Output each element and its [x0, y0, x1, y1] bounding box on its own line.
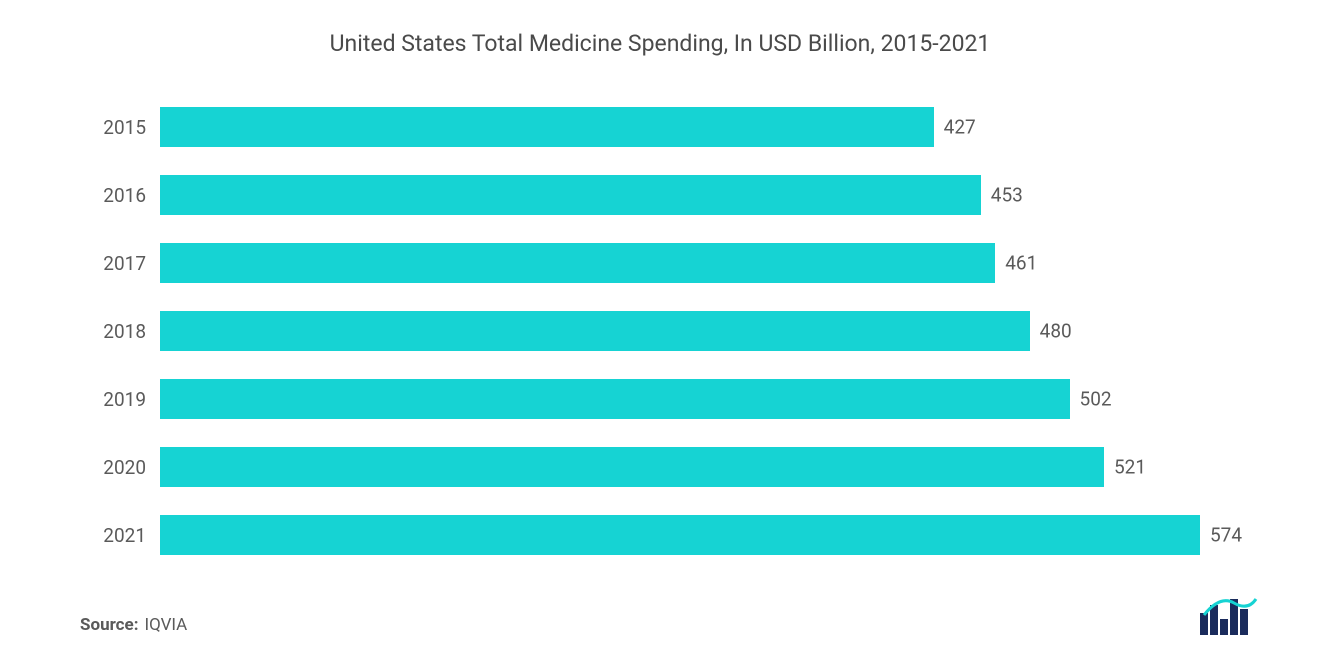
source-value: IQVIA: [144, 615, 187, 635]
bar-track: 453: [160, 175, 1200, 215]
bar-category-label: 2015: [100, 116, 160, 139]
bar-value-label: 461: [995, 252, 1037, 275]
bar-track: 521: [160, 447, 1200, 487]
bar-category-label: 2021: [100, 524, 160, 547]
chart-title: United States Total Medicine Spending, I…: [60, 30, 1260, 57]
bar-category-label: 2018: [100, 320, 160, 343]
bar-fill: 453: [160, 175, 981, 215]
bar-track: 480: [160, 311, 1200, 351]
source-label: Source:: [80, 615, 138, 635]
bar-track: 461: [160, 243, 1200, 283]
bar-value-label: 427: [934, 116, 976, 139]
source-line: Source: IQVIA: [80, 615, 187, 635]
bar-track: 574: [160, 515, 1200, 555]
bar-value-label: 521: [1104, 456, 1146, 479]
bar-fill: 521: [160, 447, 1104, 487]
bar-fill: 461: [160, 243, 995, 283]
bar-row: 2020521: [100, 447, 1200, 487]
bar-row: 2019502: [100, 379, 1200, 419]
bar-value-label: 480: [1030, 320, 1072, 343]
mordor-logo-icon: [1200, 593, 1260, 635]
bar-track: 502: [160, 379, 1200, 419]
bar-row: 2015427: [100, 107, 1200, 147]
bar-row: 2016453: [100, 175, 1200, 215]
bar-value-label: 453: [981, 184, 1023, 207]
bar-fill: 574: [160, 515, 1200, 555]
bar-value-label: 574: [1200, 524, 1242, 547]
bar-fill: 427: [160, 107, 934, 147]
bar-row: 2021574: [100, 515, 1200, 555]
bar-row: 2017461: [100, 243, 1200, 283]
bar-fill: 502: [160, 379, 1070, 419]
bar-category-label: 2016: [100, 184, 160, 207]
bar-category-label: 2019: [100, 388, 160, 411]
bar-category-label: 2020: [100, 456, 160, 479]
chart-area: 2015427201645320174612018480201950220205…: [60, 107, 1260, 555]
bar-category-label: 2017: [100, 252, 160, 275]
bar-value-label: 502: [1070, 388, 1112, 411]
chart-footer: Source: IQVIA: [80, 593, 1260, 635]
bar-fill: 480: [160, 311, 1030, 351]
bar-track: 427: [160, 107, 1200, 147]
bar-row: 2018480: [100, 311, 1200, 351]
